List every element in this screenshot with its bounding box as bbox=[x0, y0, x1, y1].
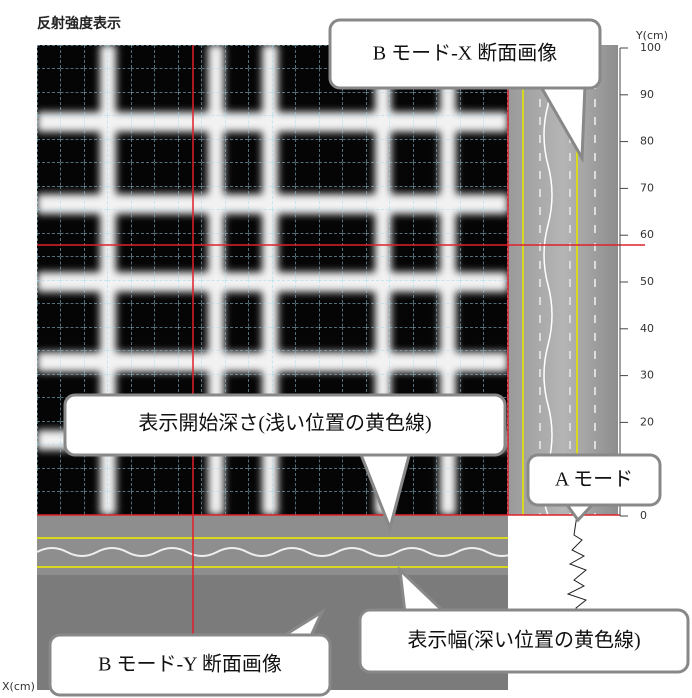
tick-label: 0 bbox=[640, 509, 647, 522]
x-axis-label: X(cm) bbox=[2, 680, 35, 693]
callout-text: B モード-Y 断面画像 bbox=[98, 653, 282, 676]
callout-text: 表示開始深さ(浅い位置の黄色線) bbox=[138, 412, 431, 435]
tick-label: 20 bbox=[640, 415, 654, 428]
y-ticks: 1009080706050403020100 bbox=[620, 41, 661, 522]
tick-label: 90 bbox=[640, 88, 654, 101]
page: 反射強度表示 Y(cm) 1009080706050403020100 X(cm… bbox=[0, 0, 692, 698]
tick-label: 40 bbox=[640, 322, 654, 335]
tick-label: 50 bbox=[640, 275, 654, 288]
tick-label: 100 bbox=[640, 41, 661, 54]
callout-text: 表示幅(深い位置の黄色線) bbox=[407, 629, 640, 652]
tick-label: 80 bbox=[640, 135, 654, 148]
tick-label: 60 bbox=[640, 228, 654, 241]
screen: 反射強度表示 Y(cm) 1009080706050403020100 X(cm… bbox=[0, 0, 692, 698]
title: 反射強度表示 bbox=[37, 15, 121, 32]
callout-text: A モード bbox=[555, 469, 633, 491]
tick-label: 70 bbox=[640, 181, 654, 194]
tick-label: 30 bbox=[640, 369, 654, 382]
callout-text: B モード-X 断面画像 bbox=[373, 42, 557, 65]
